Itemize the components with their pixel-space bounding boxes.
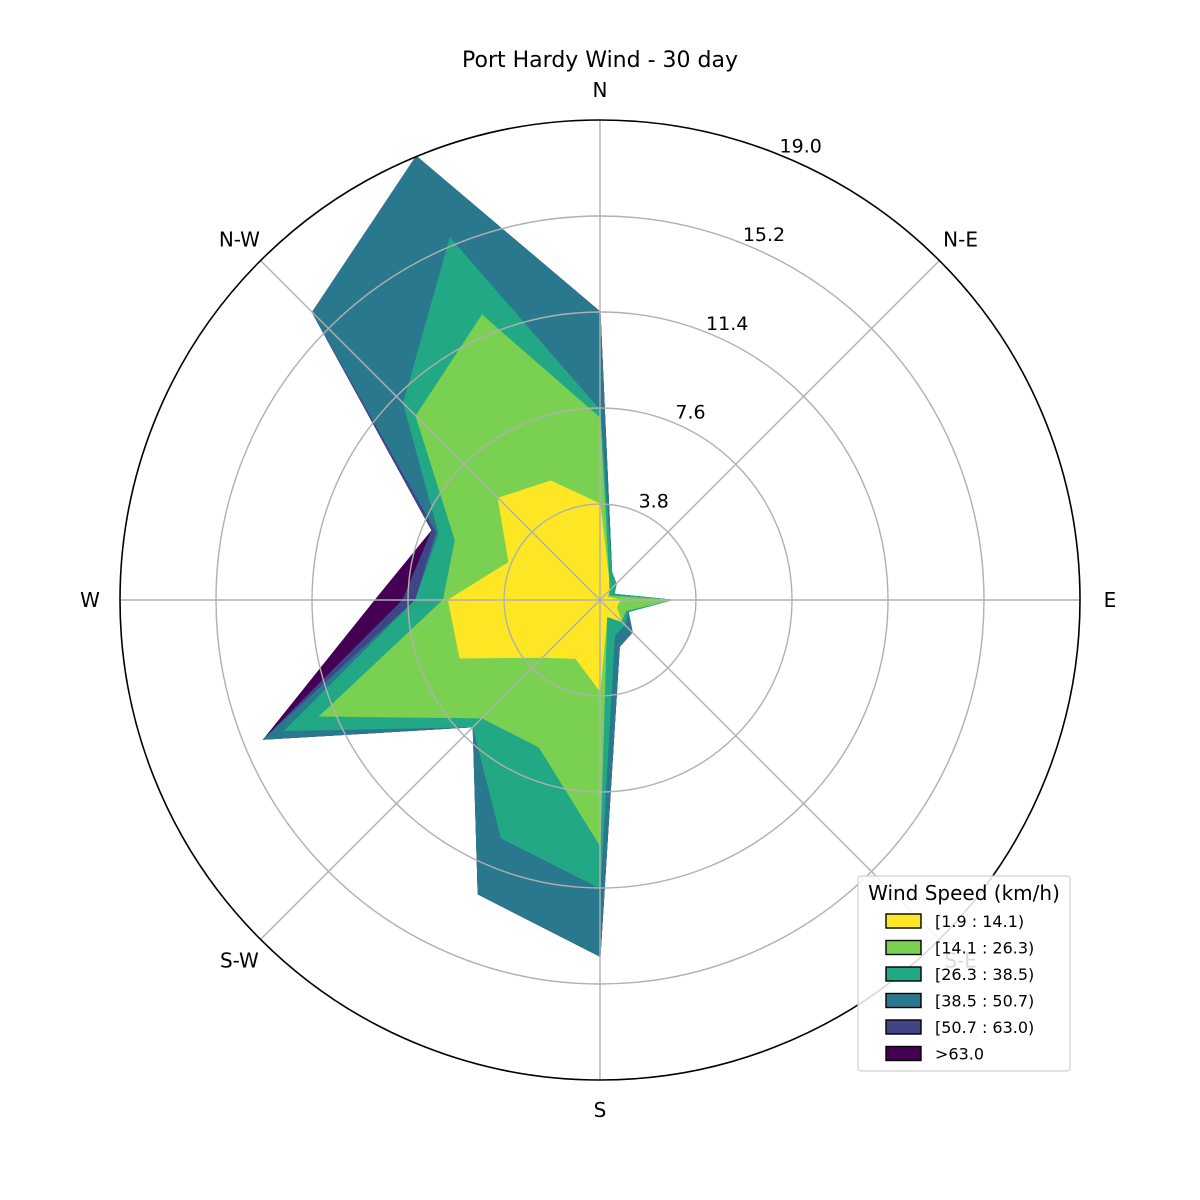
grid-spoke <box>260 260 601 601</box>
legend-swatch <box>885 939 922 956</box>
legend-entry-label: >63.0 <box>935 1045 984 1064</box>
radial-tick-label: 19.0 <box>780 136 822 158</box>
legend-swatch <box>885 1045 922 1062</box>
outer-frame <box>119 119 1081 1081</box>
chart-title: Port Hardy Wind - 30 day <box>462 48 738 73</box>
legend-entry-label: [38.5 : 50.7) <box>935 992 1034 1011</box>
wind-rose-areas <box>262 155 671 957</box>
radial-tick-label: 15.2 <box>743 224 785 246</box>
direction-label-n-w: N-W <box>219 227 260 251</box>
direction-label-s: S <box>594 1098 607 1122</box>
legend-entry-label: [14.1 : 26.3) <box>935 939 1034 958</box>
radial-tick-label: 11.4 <box>706 313 748 335</box>
radial-tick-label: 7.6 <box>675 402 705 424</box>
direction-label-n-e: N-E <box>943 227 978 251</box>
direction-label-n: N <box>593 78 608 102</box>
legend: Wind Speed (km/h) [1.9 : 14.1) [14.1 : 26.… <box>857 875 1071 1072</box>
legend-entry-label: [1.9 : 14.1) <box>935 912 1024 931</box>
direction-label-w: W <box>80 588 100 612</box>
direction-label-s-w: S-W <box>220 949 259 973</box>
legend-swatch <box>885 1019 922 1035</box>
legend-swatch <box>885 913 922 929</box>
grid-spoke <box>599 260 940 601</box>
legend-swatch <box>885 966 922 982</box>
legend-title: Wind Speed (km/h) <box>868 881 1060 905</box>
legend-swatch <box>885 992 922 1009</box>
direction-label-e: E <box>1104 588 1117 612</box>
radial-tick-label: 3.8 <box>639 490 669 512</box>
legend-entry-label: [50.7 : 63.0) <box>935 1018 1034 1037</box>
legend-entry-label: [26.3 : 38.5) <box>935 965 1034 984</box>
grid-spoke <box>260 599 601 940</box>
